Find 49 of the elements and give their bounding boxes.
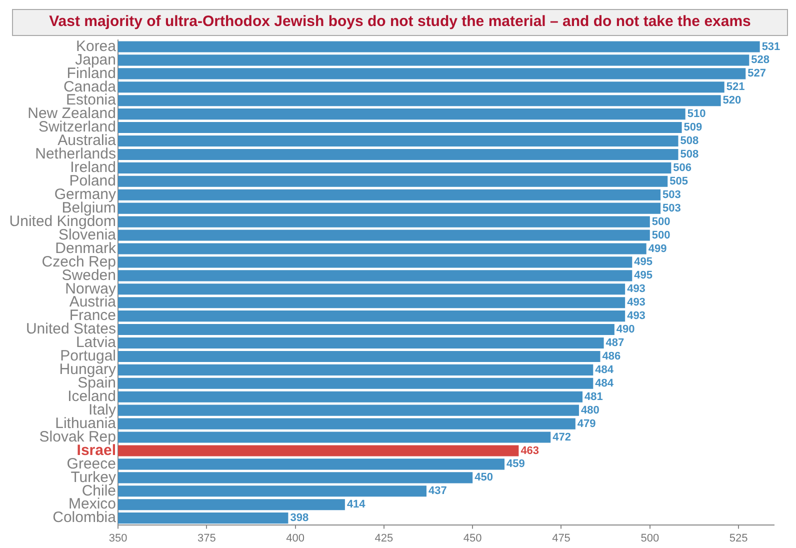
data-label: 450 [474,472,493,484]
data-label: 528 [751,54,770,66]
data-label: 459 [506,458,525,470]
data-label: 508 [680,148,699,160]
x-tick-label: 350 [108,532,128,544]
chart-title: Vast majority of ultra-Orthodox Jewish boys do not study the material – and do not take the exams [12,9,788,36]
data-label: 503 [662,202,681,214]
data-label: 503 [662,188,681,201]
y-tick-label: Portugal [60,348,116,365]
data-label: 490 [616,324,635,336]
data-label: 505 [670,175,688,188]
y-tick-label: France [69,307,116,324]
data-label: 463 [520,444,540,457]
data-label: 509 [684,122,702,134]
data-label: 481 [584,390,603,403]
data-label: 506 [673,162,692,174]
x-tick-label: 475 [552,532,570,544]
data-label: 484 [595,364,614,376]
data-label: 484 [595,377,614,390]
y-tick-label: Italy [88,401,116,418]
data-label: 508 [680,135,699,148]
data-label: 500 [652,216,670,228]
data-label: 527 [748,68,766,80]
data-label: 520 [722,94,742,107]
data-label: 480 [580,404,600,416]
data-label: 414 [346,498,366,511]
x-tick-label: 525 [729,532,748,544]
x-tick-label: 425 [374,532,394,544]
x-tick-label: 400 [286,532,304,544]
data-label: 472 [552,431,571,444]
data-label: 493 [627,296,646,309]
x-tick-label: 450 [463,532,482,544]
data-label: 493 [627,283,646,296]
x-tick-label: 500 [640,532,660,544]
data-label: 398 [290,512,309,524]
x-tick-label: 375 [197,532,216,544]
data-label: 493 [627,310,646,322]
data-label: 486 [602,350,621,362]
data-label: 495 [634,270,653,282]
data-label: 479 [577,418,596,430]
data-label: 487 [606,337,624,350]
data-label: 499 [648,242,667,255]
data-label: 521 [726,81,745,94]
data-label: 500 [652,229,670,242]
y-tick-label: Colombia [52,509,117,526]
data-label: 510 [687,108,706,120]
data-label: 437 [428,485,447,498]
data-label: 531 [762,40,780,53]
data-label: 495 [634,256,653,268]
